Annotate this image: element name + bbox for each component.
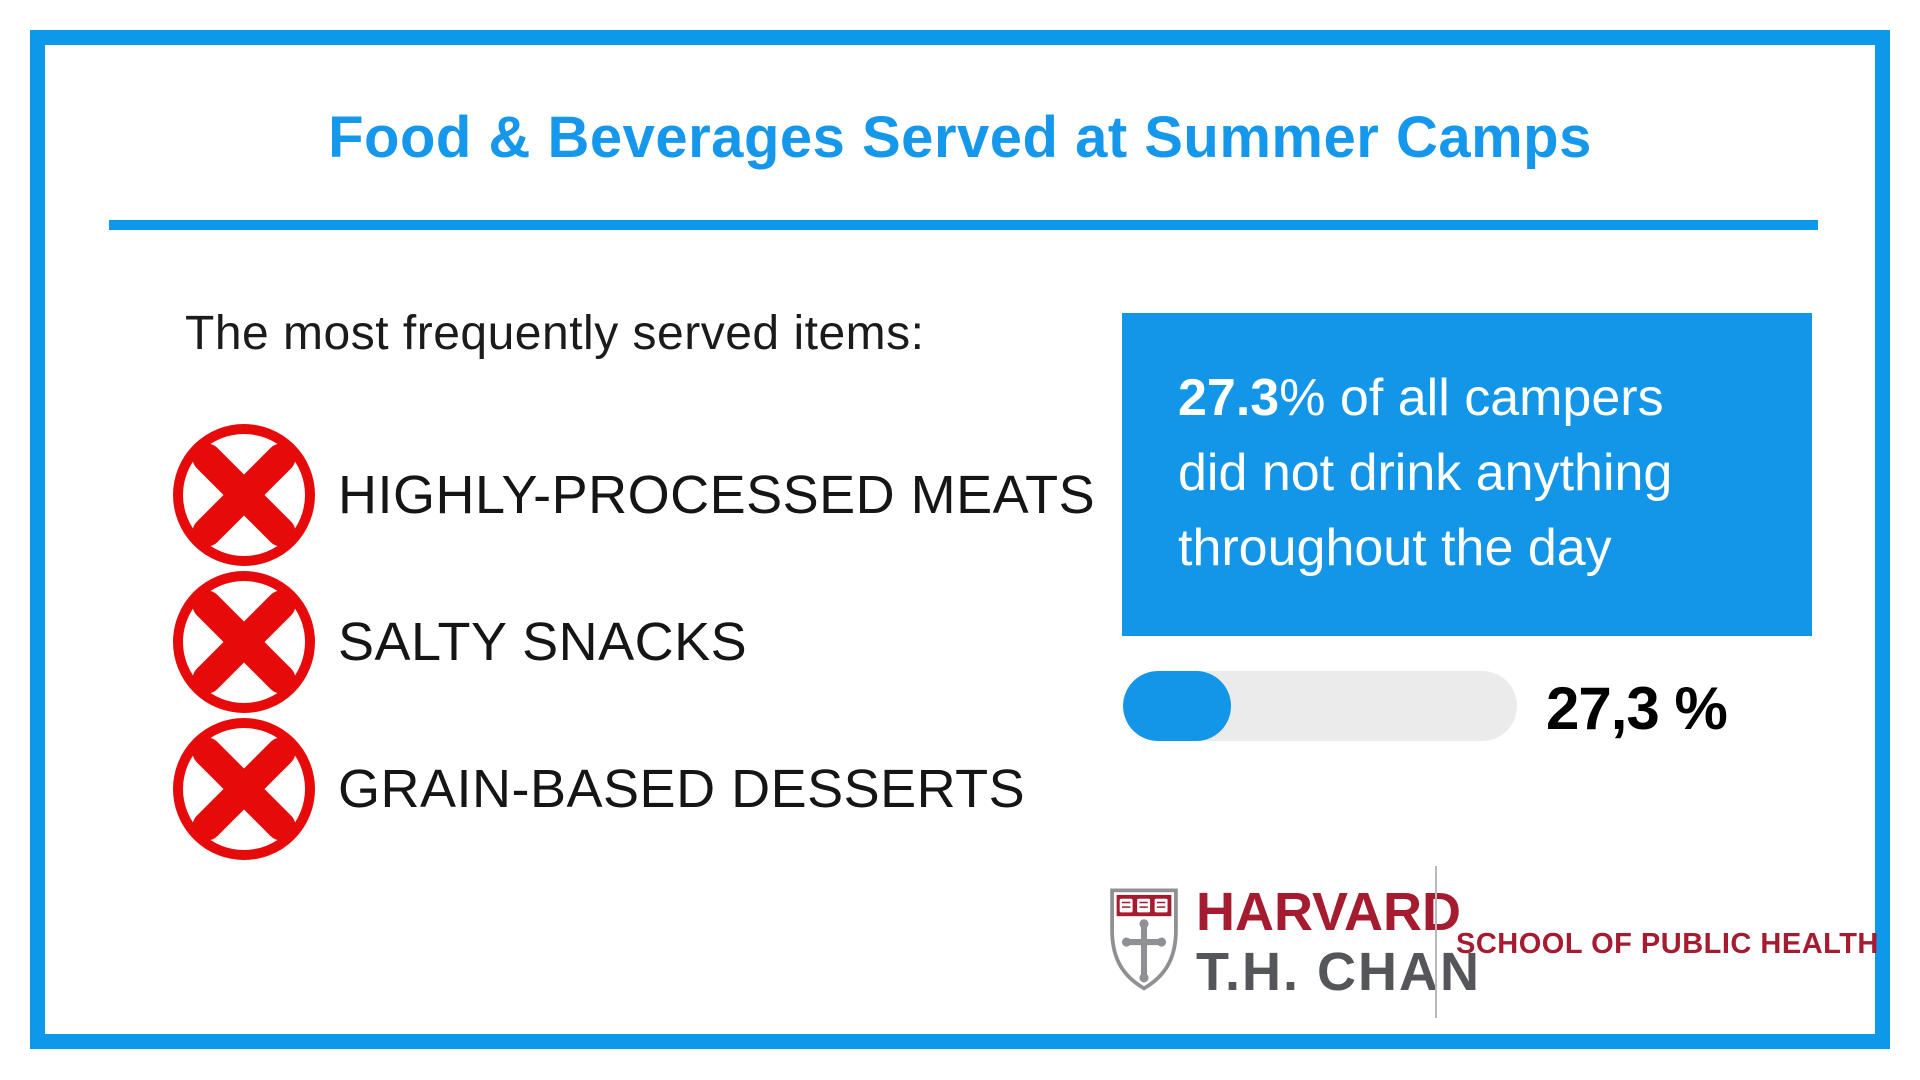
page-border-frame [30,30,1890,1049]
logo-divider-line [1435,866,1437,1018]
harvard-chan-logo: HARVARD T.H. CHAN SCHOOL OF PUBLIC HEALT… [1106,866,1878,1021]
list-item: GRAIN-BASED DESSERTS [172,717,1025,861]
stat-line-2: did not drink anything [1178,444,1673,502]
stat-line-1-rest: % of all campers [1279,369,1664,427]
list-item: SALTY SNACKS [172,570,747,714]
list-item-label: HIGHLY-PROCESSED MEATS [338,465,1096,525]
list-item-label: GRAIN-BASED DESSERTS [338,759,1026,819]
x-circle-icon [173,424,315,566]
list-item-label: SALTY SNACKS [338,612,748,672]
logo-harvard-text: HARVARD [1196,882,1462,942]
stat-line-3: throughout the day [1178,519,1612,577]
logo-wordmark: HARVARD T.H. CHAN [1196,882,1481,1002]
harvard-shield-icon [1110,888,1178,991]
logo-chan-text: T.H. CHAN [1196,942,1481,1002]
logo-school-text: SCHOOL OF PUBLIC HEALTH [1456,928,1879,960]
stat-line-1: 27.3% of all campers [1178,361,1772,436]
page-title: Food & Beverages Served at Summer Camps [328,105,1592,170]
title-underline [109,220,1818,230]
x-circle-icon [173,571,315,713]
stat-callout-card: 27.3% of all campers did not drink anyth… [1122,313,1812,636]
progress-bar-track [1123,671,1517,741]
progress-value-label: 27,3 % [1546,674,1728,742]
list-heading: The most frequently served items: [185,307,925,360]
list-item: HIGHLY-PROCESSED MEATS [172,423,1095,567]
x-circle-icon [173,718,315,860]
progress-bar-fill [1123,671,1231,741]
stat-value: 27.3 [1178,369,1280,427]
